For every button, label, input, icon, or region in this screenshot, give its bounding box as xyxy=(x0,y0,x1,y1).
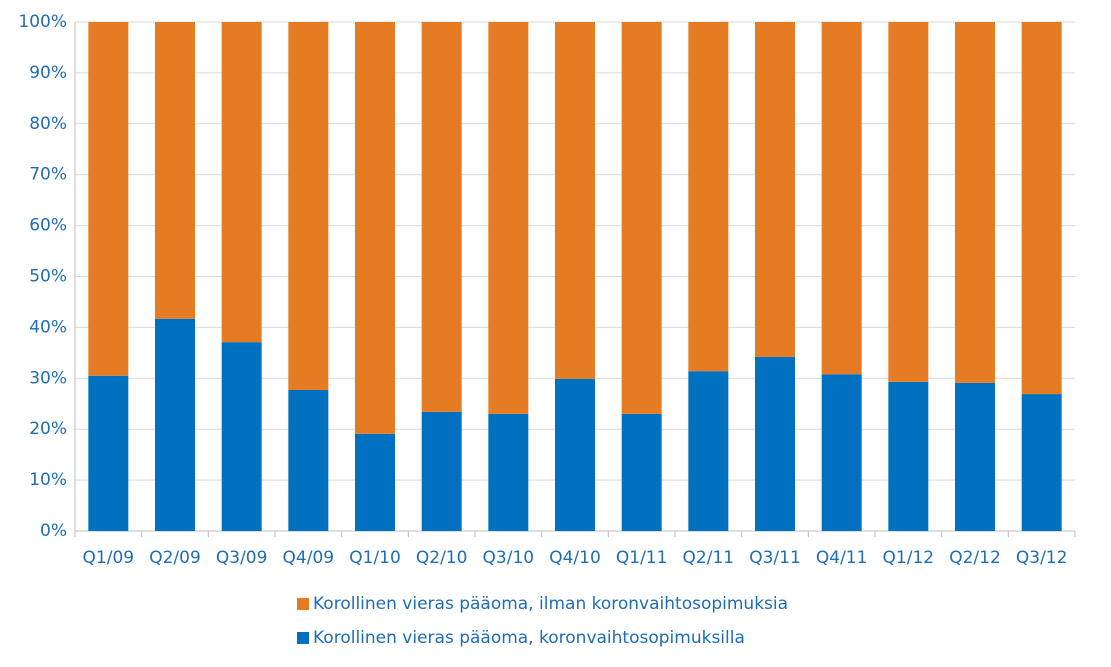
bar-segment xyxy=(955,382,995,531)
y-tick-label: 80% xyxy=(29,114,67,134)
bar-segment xyxy=(821,374,862,531)
y-tick-label: 10% xyxy=(29,470,67,490)
bar-segment xyxy=(555,22,595,379)
bar-segment xyxy=(621,22,662,414)
bar-segment xyxy=(688,371,729,531)
y-tick-label: 60% xyxy=(29,216,67,236)
y-tick-label: 0% xyxy=(40,521,67,541)
x-tick-label: Q1/12 xyxy=(883,548,935,568)
bar-segment xyxy=(488,413,529,531)
bar-segment xyxy=(755,22,795,357)
bar-segment xyxy=(621,413,662,531)
x-tick-label: Q4/09 xyxy=(283,548,335,568)
y-tick-label: 90% xyxy=(29,63,67,83)
x-tick-label: Q1/09 xyxy=(83,548,135,568)
bar-segment xyxy=(1021,22,1062,395)
bar-segment xyxy=(755,356,795,531)
legend-label: Korollinen vieras pääoma, ilman koronvai… xyxy=(313,594,788,614)
bar-segment xyxy=(355,433,395,531)
bar-segment xyxy=(555,378,595,531)
legend-swatch xyxy=(297,598,309,610)
bar-segment xyxy=(821,22,862,375)
x-tick-label: Q2/09 xyxy=(149,548,201,568)
bar-segment xyxy=(88,375,129,531)
bar-segment xyxy=(288,22,329,391)
x-tick-label: Q4/11 xyxy=(816,548,868,568)
bar-segment xyxy=(421,411,462,531)
legend-label: Korollinen vieras pääoma, koronvaihtosop… xyxy=(313,628,745,648)
y-tick-label: 40% xyxy=(29,317,67,337)
bar-segment xyxy=(888,22,929,382)
x-tick-label: Q1/10 xyxy=(349,548,401,568)
y-tick-label: 50% xyxy=(29,267,67,287)
bar-segment xyxy=(221,342,262,531)
bar-segment xyxy=(955,22,995,383)
y-tick-label: 20% xyxy=(29,419,67,439)
bar-segment xyxy=(421,22,462,412)
bar-segment xyxy=(488,22,529,414)
x-tick-label: Q1/11 xyxy=(616,548,668,568)
legend-swatch xyxy=(297,632,309,644)
x-tick-label: Q3/12 xyxy=(1016,548,1068,568)
bar-segment xyxy=(155,318,195,531)
x-tick-label: Q3/10 xyxy=(483,548,535,568)
x-tick-label: Q2/10 xyxy=(416,548,468,568)
x-tick-label: Q4/10 xyxy=(549,548,601,568)
x-tick-label: Q3/11 xyxy=(749,548,801,568)
bar-segment xyxy=(288,390,329,531)
bar-segment xyxy=(155,22,195,319)
x-tick-label: Q2/12 xyxy=(949,548,1001,568)
bar-segment xyxy=(688,22,729,372)
y-tick-label: 30% xyxy=(29,368,67,388)
bar-segment xyxy=(221,22,262,343)
x-tick-label: Q2/11 xyxy=(683,548,735,568)
x-tick-label: Q3/09 xyxy=(216,548,268,568)
bar-segment xyxy=(1021,394,1062,531)
y-tick-label: 70% xyxy=(29,165,67,185)
bar-segment xyxy=(88,22,129,376)
y-tick-label: 100% xyxy=(18,12,67,32)
bar-segment xyxy=(355,22,395,434)
bar-segment xyxy=(888,381,929,531)
